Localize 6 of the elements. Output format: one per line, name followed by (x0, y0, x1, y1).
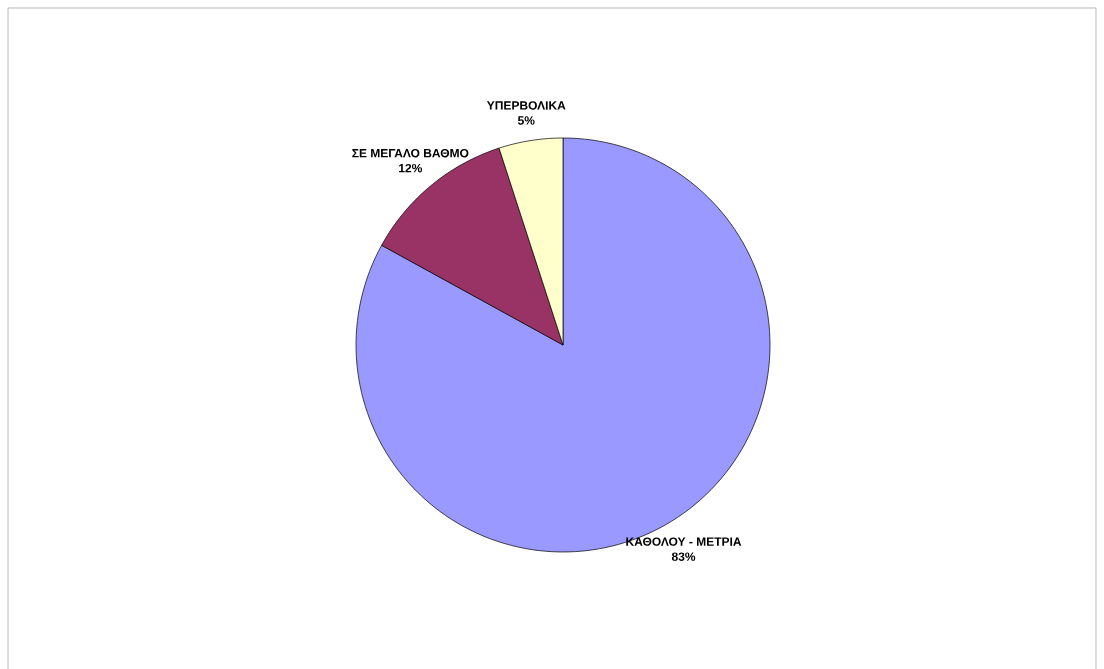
slice-label: ΥΠΕΡΒΟΛΙΚΑ (486, 101, 566, 110)
slice-label: ΣΕ ΜΕΓΑΛΟ ΒΑΘΜΟ (352, 148, 469, 158)
data-label: 83% (671, 552, 696, 561)
slice-label: ΚΑΘΟΛΟΥ - ΜΕΤΡΙΑ (626, 537, 742, 546)
data-label: 12% (399, 163, 423, 173)
data-label: 5% (517, 116, 535, 125)
